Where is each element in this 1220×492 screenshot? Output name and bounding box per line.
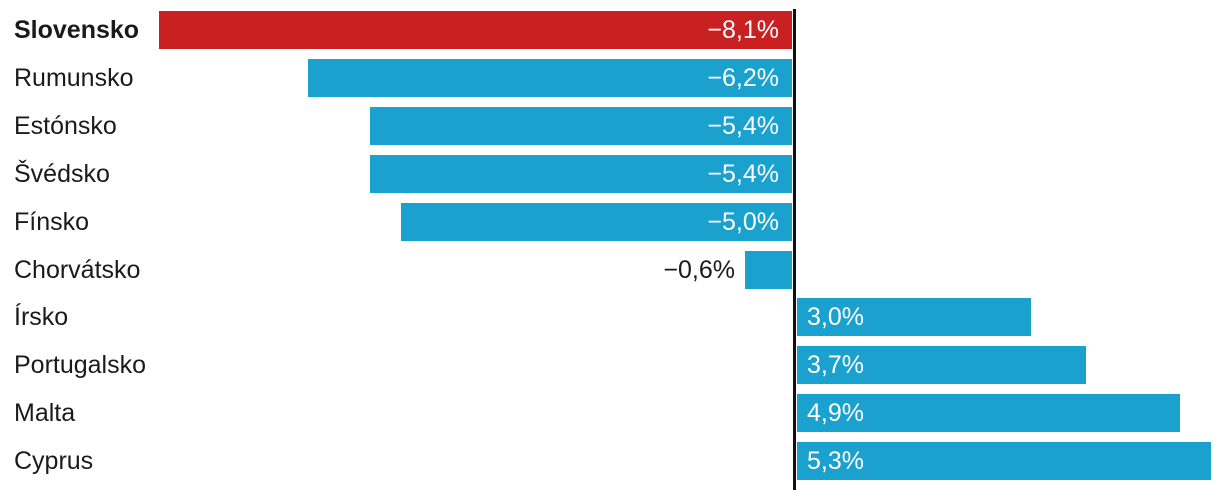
- value-label: −5,4%: [707, 112, 779, 140]
- value-label: −6,2%: [707, 64, 779, 92]
- category-label: Cyprus: [14, 447, 94, 475]
- category-label: Chorvátsko: [14, 256, 141, 284]
- bar: [401, 203, 792, 241]
- category-label: Rumunsko: [14, 64, 134, 92]
- category-label: Slovensko: [14, 16, 140, 44]
- bar: [797, 394, 1180, 432]
- value-label: −0,6%: [663, 256, 735, 284]
- bar: [370, 107, 792, 145]
- bar: [797, 346, 1086, 384]
- bar: [159, 11, 792, 49]
- bar: [797, 298, 1031, 336]
- value-label: 3,7%: [807, 351, 864, 379]
- category-label: Portugalsko: [14, 351, 147, 379]
- value-label: 5,3%: [807, 447, 864, 475]
- bar: [370, 155, 792, 193]
- value-label: 3,0%: [807, 303, 864, 331]
- category-label: Írsko: [14, 303, 69, 331]
- category-label: Fínsko: [14, 208, 90, 236]
- value-label: −5,4%: [707, 160, 779, 188]
- value-label: 4,9%: [807, 399, 864, 427]
- category-label: Estónsko: [14, 112, 117, 140]
- category-label: Malta: [14, 399, 76, 427]
- bar: [797, 442, 1211, 480]
- value-label: −5,0%: [707, 208, 779, 236]
- zero-axis-line: [793, 9, 796, 490]
- bar: [308, 59, 792, 97]
- category-label: Švédsko: [14, 160, 110, 188]
- bar: [745, 251, 792, 289]
- value-label: −8,1%: [707, 16, 779, 44]
